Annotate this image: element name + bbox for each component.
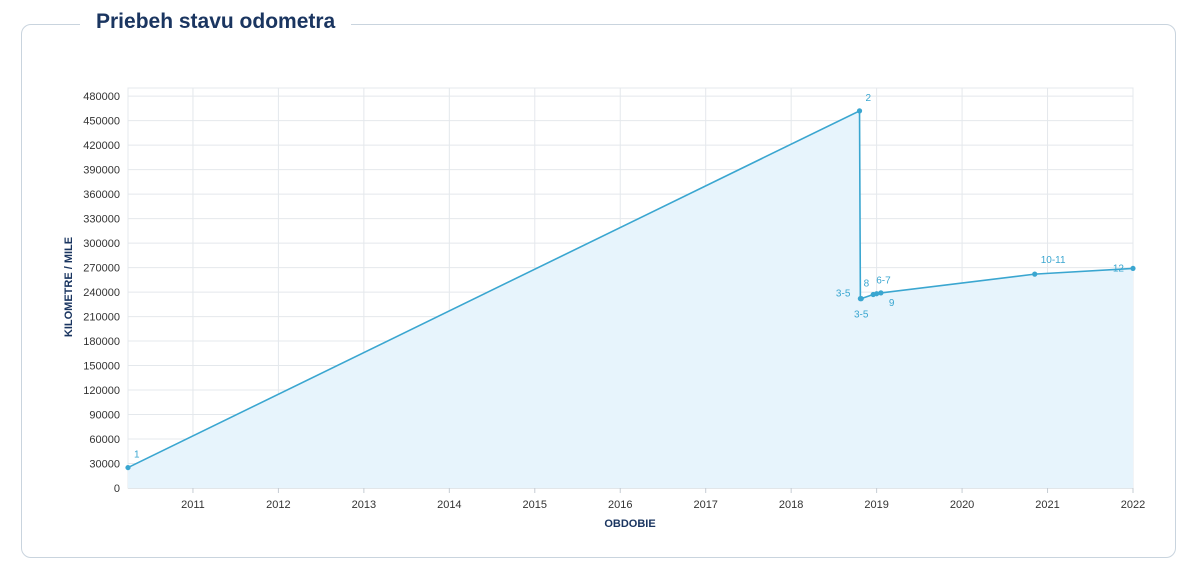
x-tick-label: 2017 [693,499,717,511]
y-tick-label: 150000 [83,361,120,373]
y-tick-label: 360000 [83,189,120,201]
data-point[interactable] [1032,271,1038,277]
data-label: 12 [1113,263,1125,274]
y-axis-title: KILOMETRE / MILE [63,237,75,337]
data-label: 8 [864,279,870,290]
y-tick-label: 30000 [89,459,120,471]
x-tick-label: 2013 [352,499,376,511]
y-tick-label: 0 [114,483,120,495]
x-tick-label: 2018 [779,499,803,511]
x-tick-label: 2015 [523,499,547,511]
x-tick-label: 2019 [864,499,888,511]
data-point[interactable] [856,108,863,114]
x-tick-label: 2011 [181,499,205,511]
card-title: Priebeh stavu odometra [80,10,352,34]
data-label: 6-7 [876,276,891,287]
data-label: 3-5 [836,289,851,300]
data-point[interactable] [1130,265,1136,272]
y-tick-label: 270000 [83,263,120,275]
data-label: 10-11 [1041,255,1066,266]
y-tick-label: 90000 [89,410,120,422]
y-tick-label: 420000 [83,140,120,152]
x-axis-ticks: 2011 2012 2013 2014 2015 2016 2017 2018 2019 2020… [181,488,1145,511]
x-axis-title: OBDOBIE [604,518,655,530]
data-label: 3-5 [854,310,869,321]
y-tick-label: 450000 [83,116,120,128]
x-tick-label: 2012 [266,499,290,511]
x-tick-label: 2020 [950,499,974,511]
x-tick-label: 2022 [1121,499,1145,511]
x-tick-label: 2014 [437,499,461,511]
data-point[interactable] [878,290,884,296]
y-axis-ticks: 0 30000 60000 90000 120000 150000 180000 210000… [83,91,120,495]
data-label: 9 [889,298,895,309]
y-tick-label: 480000 [83,91,120,103]
data-point[interactable] [125,464,131,471]
y-tick-label: 330000 [83,214,120,226]
y-tick-label: 300000 [83,238,120,250]
data-point[interactable] [858,296,864,302]
y-tick-label: 60000 [89,434,120,446]
data-label: 1 [134,450,140,461]
x-tick-label: 2021 [1035,499,1059,511]
y-tick-label: 210000 [83,312,120,324]
odometer-card [21,24,1176,558]
area-fill [128,110,1133,488]
x-tick-label: 2016 [608,499,632,511]
data-point[interactable] [874,291,880,297]
data-label: 2 [866,93,872,104]
y-tick-label: 240000 [83,287,120,299]
y-tick-label: 120000 [83,385,120,397]
y-tick-label: 180000 [83,336,120,348]
y-tick-label: 390000 [83,165,120,177]
